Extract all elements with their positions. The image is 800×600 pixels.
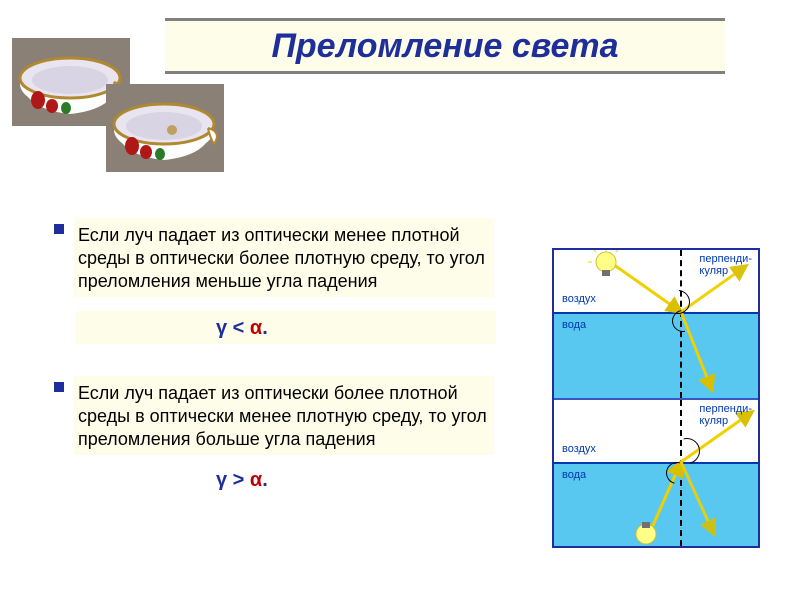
- title-bar: Преломление света: [165, 18, 725, 74]
- label-air: воздух: [562, 444, 596, 456]
- rule-1-formula: γ < α.: [76, 311, 496, 344]
- bullet-icon: [54, 382, 64, 392]
- label-air: воздух: [562, 294, 596, 306]
- rule-2-text: Если луч падает из оптически более плотн…: [78, 382, 490, 451]
- diagram-water-to-air: перпенди- куляр воздух вода: [554, 398, 758, 546]
- bullet-icon: [54, 224, 64, 234]
- cup-photo-2: [106, 84, 224, 172]
- label-water: вода: [562, 320, 586, 332]
- rule-2-formula: γ > α.: [76, 469, 496, 492]
- refraction-diagrams: перпенди- куляр воздух вода перп: [552, 248, 760, 548]
- rule-block-2: Если луч падает из оптически более плотн…: [76, 376, 496, 492]
- label-perpendicular: перпенди- куляр: [699, 404, 752, 427]
- label-perpendicular: перпенди- куляр: [699, 254, 752, 277]
- diagram-air-to-water: перпенди- куляр воздух вода: [554, 250, 758, 398]
- page-title: Преломление света: [271, 27, 618, 66]
- rule-block-1: Если луч падает из оптически менее плотн…: [76, 218, 496, 344]
- label-water: вода: [562, 470, 586, 482]
- rule-1-text: Если луч падает из оптически менее плотн…: [78, 224, 490, 293]
